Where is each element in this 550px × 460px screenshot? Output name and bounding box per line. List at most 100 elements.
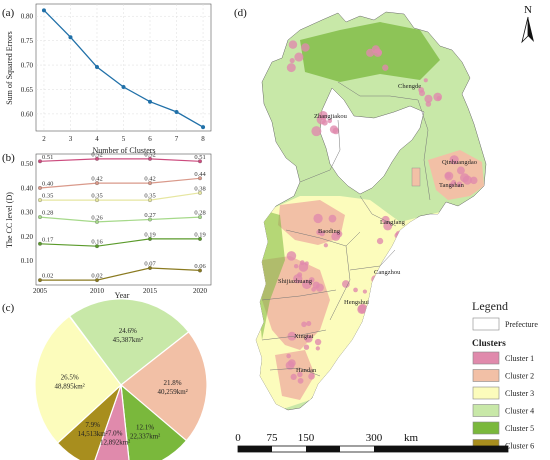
scale-bar-seg-1 [238, 446, 272, 452]
urban-patch [460, 173, 470, 183]
urban-patch [299, 260, 305, 266]
cc-data-label: 0.35 [42, 193, 53, 200]
sse-points [41, 8, 206, 130]
cc-x-label: Year [115, 291, 130, 300]
sse-x-tick-label: 7 [175, 135, 179, 143]
urban-patch [395, 230, 403, 238]
legend-cluster-items: Cluster 1 Cluster 2 Cluster 3 Cluster 4 Clus… [472, 351, 534, 452]
cc-data-point [198, 159, 202, 164]
urban-patch [456, 166, 465, 175]
city-label-qinhuangdao: Qinhuangdao [442, 159, 477, 166]
urban-patch [297, 371, 303, 378]
cc-data-label: 0.28 [194, 210, 205, 217]
cc-data-label: 0.02 [91, 273, 102, 280]
sse-x-tick-label: 2 [42, 135, 46, 143]
cc-data-point [148, 156, 152, 161]
cc-data-point [198, 176, 202, 181]
pie-area-label: 12,892km² [100, 438, 130, 446]
north-arrow-right [528, 17, 534, 42]
urban-patch [323, 243, 328, 248]
urban-patch [401, 229, 409, 238]
pie-area-label: 14,513km² [77, 430, 107, 438]
cc-series-3: 0.35 0.35 0.35 0.38 [38, 185, 206, 203]
city-label-cangzhou: Cangzhou [374, 269, 401, 276]
north-arrow-icon: N [521, 4, 534, 44]
urban-patch [287, 359, 296, 367]
urban-patch [293, 263, 299, 269]
cc-y-tick-label: 0.20 [21, 233, 34, 241]
cc-data-label: 0.19 [194, 231, 205, 238]
cc-data-label: 0.19 [144, 231, 155, 238]
sse-data-point [174, 109, 179, 114]
cc-data-point [95, 181, 99, 186]
boundary-1 [299, 119, 341, 183]
region-tangshan [428, 150, 484, 200]
cc-data-point [38, 278, 42, 283]
cc-x-tick-label: 2015 [143, 287, 158, 295]
cc-y-tick-label: 0.30 [21, 209, 34, 217]
map-legend: Legend Prefecture Clusters Cluster 1Clus… [472, 299, 538, 452]
urban-patch [341, 280, 350, 288]
urban-patch [371, 275, 380, 284]
urban-patch [301, 321, 307, 328]
panel-label-d: (d) [234, 7, 247, 19]
urban-patch [315, 283, 324, 292]
legend-label-cluster-6: Cluster 6 [505, 442, 534, 451]
sse-y-tick-label: 0.70 [21, 62, 34, 70]
cc-data-label: 0.52 [91, 151, 102, 158]
boundary-8 [349, 249, 396, 271]
pie-slice-cluster-3 [34, 315, 122, 444]
pie-percent-label: 12.1% [136, 424, 154, 432]
urban-patch [314, 338, 322, 346]
city-label-hengshui: Hengshui [344, 299, 369, 306]
cc-data-label: 0.40 [42, 180, 53, 187]
pie-area-label: 22,337km² [130, 433, 160, 441]
cc-data-label: 0.42 [91, 176, 102, 183]
cc-y-label: The CC level (D) [5, 192, 14, 248]
pie-slice-cluster-2 [120, 331, 208, 442]
urban-patch [451, 179, 457, 186]
urban-patch [304, 261, 309, 266]
urban-patch [293, 274, 303, 284]
urban-patch [433, 92, 443, 102]
urban-patch [304, 334, 313, 343]
cc-data-point [38, 215, 42, 220]
urban-patch [286, 63, 296, 73]
urban-patch [289, 57, 295, 64]
cc-data-label: 0.07 [144, 261, 156, 268]
cc-data-point [148, 198, 152, 203]
legend-swatch-cluster-4 [472, 404, 500, 417]
city-label-baoding: Baoding [318, 228, 341, 235]
cc-series-line [40, 267, 201, 281]
sse-y-tick-label: 0.80 [21, 13, 34, 21]
urban-patch [329, 125, 338, 134]
boundary-10 [359, 195, 397, 227]
urban-patch [301, 43, 310, 52]
cc-series-5: 0.17 0.16 0.19 0.19 [38, 231, 206, 249]
cc-series-line [39, 177, 201, 189]
sse-ticks: 0.60 0.65 0.70 0.75 0.80 2 3 4 5 6 7 8 [21, 13, 206, 143]
legend-label-cluster-1: Cluster 1 [505, 354, 534, 363]
cc-y-tick-label: 0.10 [21, 257, 34, 265]
north-label: N [524, 4, 532, 16]
boundary-2 [337, 81, 419, 101]
urban-patch [308, 277, 315, 283]
cc-data-point [148, 217, 152, 222]
urban-patch [303, 344, 310, 350]
cc-level-chart: 0.10 0.20 0.30 0.40 0.50 2005 2010 2015 2020 0.5… [5, 151, 212, 300]
pie-slice-cluster-5 [120, 383, 188, 460]
urban-patch [445, 172, 451, 179]
cc-data-label: 0.26 [91, 214, 103, 221]
urban-patch [423, 78, 428, 83]
urban-patch [286, 353, 291, 359]
cc-data-point [198, 190, 202, 195]
pie-percent-label: 26.5% [61, 373, 79, 381]
cc-series-line [39, 216, 201, 223]
city-label-tangshan: Tangshan [439, 182, 465, 189]
cc-data-label: 0.28 [42, 210, 53, 217]
boundary-9 [269, 367, 321, 377]
legend-label-cluster-2: Cluster 2 [505, 372, 534, 381]
urban-patch [375, 282, 385, 292]
cc-series: 0.51 0.52 0.52 0.510.400.42 0.420.440.35 0.35… [38, 151, 206, 283]
